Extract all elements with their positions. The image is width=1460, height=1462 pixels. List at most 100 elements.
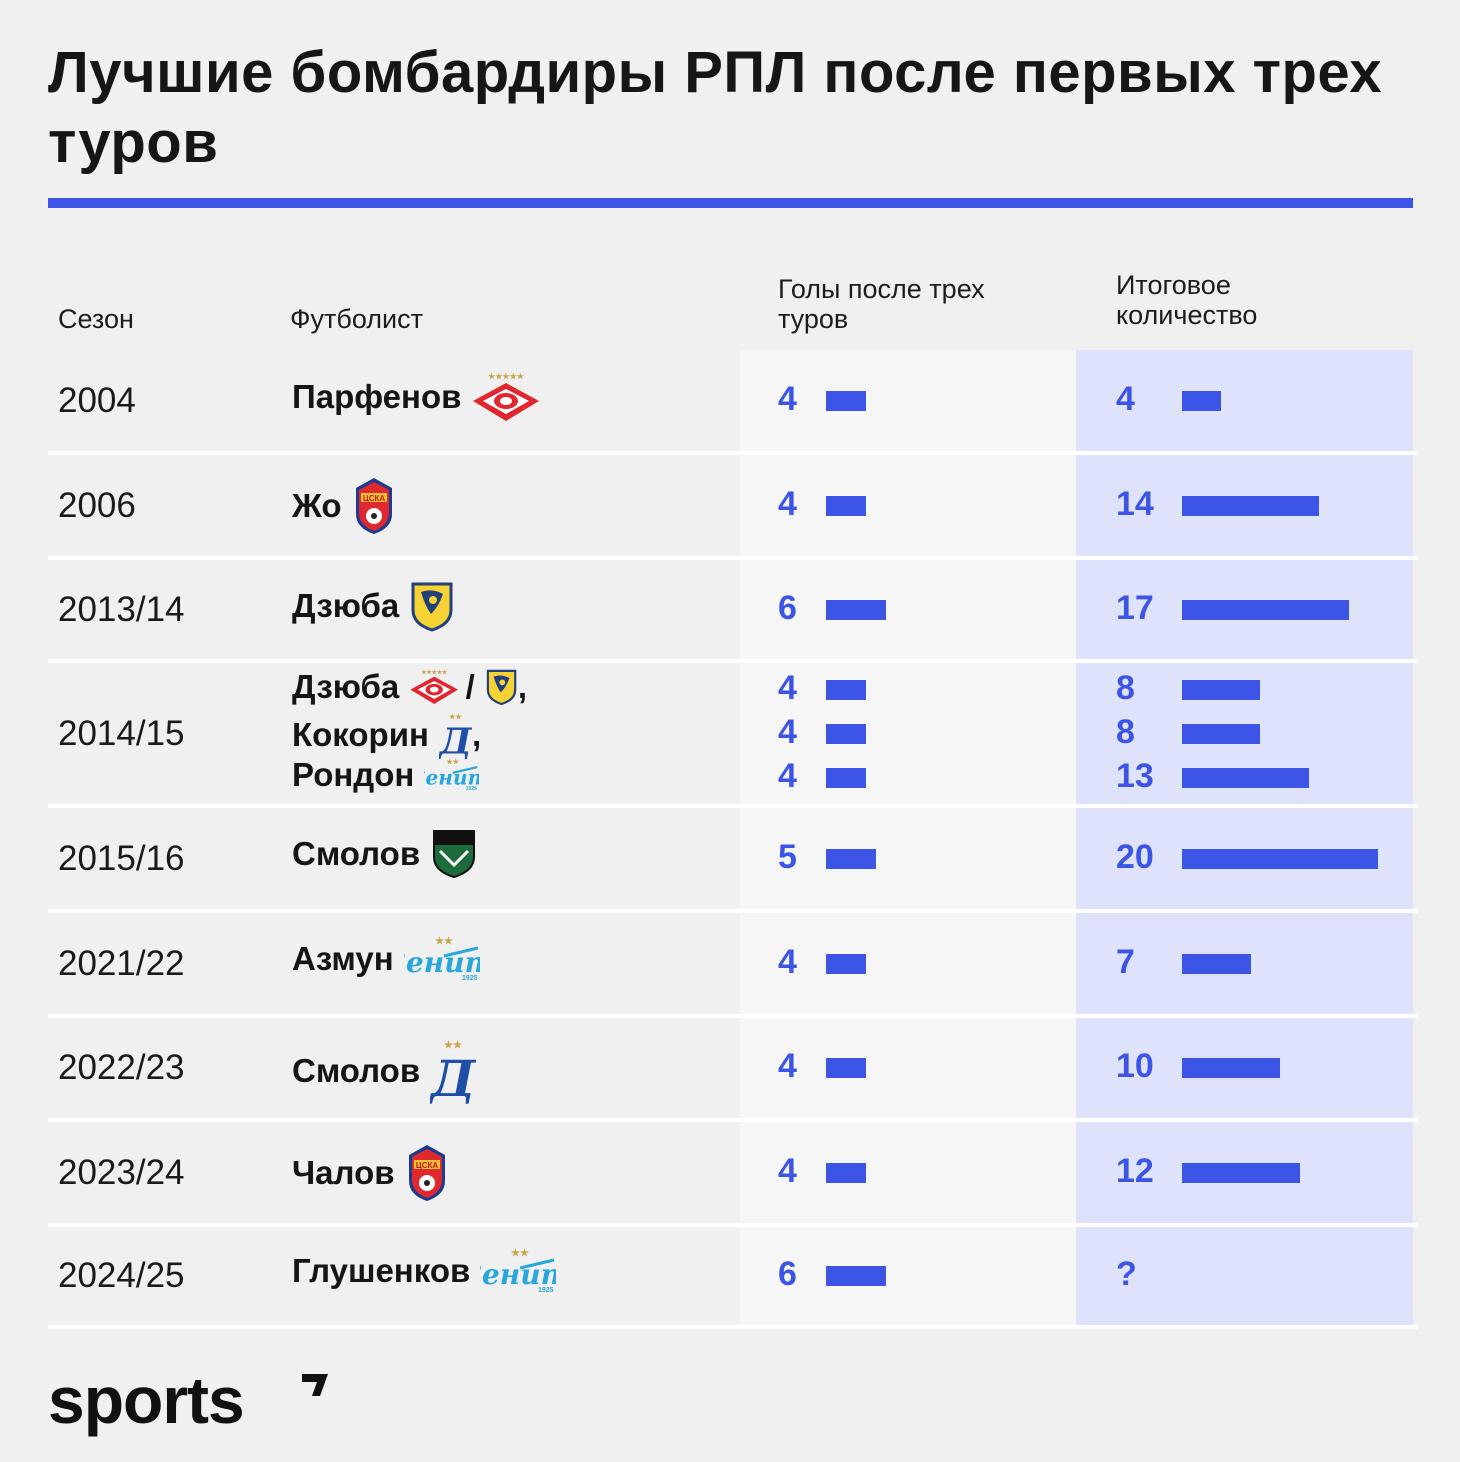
- final-bar: [1182, 1162, 1300, 1183]
- cska-logo: ЦСКА: [405, 1143, 449, 1203]
- goals3-bar: [826, 495, 866, 516]
- row-divider: [48, 1014, 1418, 1018]
- player-name-text: Смолов: [292, 1052, 421, 1089]
- svg-text:★★: ★★: [511, 1248, 529, 1259]
- row-divider: [48, 1223, 1418, 1227]
- player-name: Кокорин ★★ Д ,: [292, 712, 481, 759]
- header-season: Сезон: [58, 304, 134, 334]
- rostov-logo: [409, 580, 455, 632]
- svg-text:ЦСКА: ЦСКА: [362, 494, 385, 503]
- svg-text:1925: 1925: [466, 786, 477, 792]
- goals3-bar: [826, 723, 866, 744]
- final-value: 17: [1116, 588, 1154, 627]
- svg-text:Д: Д: [439, 720, 472, 759]
- goals3-bar: [826, 679, 866, 700]
- goals3-value: 4: [778, 484, 797, 523]
- player-name: Чалов ЦСКА: [292, 1143, 449, 1203]
- svg-text:ЦСКА: ЦСКА: [415, 1161, 438, 1170]
- goals3-value: 4: [778, 942, 797, 981]
- final-value: 13: [1116, 756, 1154, 795]
- brand-logo: sports: [48, 1363, 245, 1437]
- row-divider: [48, 804, 1418, 808]
- goals3-bar: [826, 953, 866, 974]
- header-player: Футболист: [290, 304, 423, 334]
- goals3-value: 5: [778, 837, 797, 876]
- row-divider: [48, 1325, 1418, 1329]
- svg-text:1925: 1925: [462, 975, 478, 982]
- player-name: Азмун ★★ Зенит 1925: [292, 934, 480, 984]
- final-bar: [1182, 390, 1222, 411]
- dynamo-logo: ★★ Д: [439, 712, 472, 759]
- player-name: Смолов ★★ Д: [292, 1038, 476, 1104]
- player-name-text: Рондон: [292, 755, 415, 793]
- header-goals3-line2: туров: [778, 304, 849, 334]
- player-name: Дзюба ★★★★★ / ,: [292, 668, 527, 706]
- svg-text:★★: ★★: [444, 1040, 462, 1051]
- player-name-text: Парфенов: [292, 377, 462, 415]
- player-name-text: Кокорин: [292, 716, 429, 754]
- goals3-bar: [826, 599, 886, 620]
- cska-logo: ЦСКА: [352, 476, 396, 536]
- player-name: Дзюба: [292, 580, 455, 632]
- final-bar: [1182, 953, 1251, 974]
- player-name-text: Дзюба: [292, 586, 400, 624]
- row-divider: [48, 909, 1418, 913]
- svg-text:★★: ★★: [448, 712, 462, 721]
- club-separator: /: [465, 667, 475, 705]
- header-goals3: Голы после трех туров: [778, 274, 985, 334]
- season-label: 2015/16: [58, 838, 185, 878]
- player-name: Парфенов ★★★★★: [292, 371, 541, 423]
- final-bar: [1182, 599, 1349, 620]
- title-divider: [48, 198, 1413, 208]
- header-final: Итоговое количество: [1116, 270, 1257, 330]
- goals3-value: 4: [778, 1047, 797, 1085]
- goals3-value: 6: [778, 588, 797, 627]
- season-label: 2013/14: [58, 589, 185, 629]
- svg-text:★★: ★★: [435, 936, 453, 947]
- season-label: 2006: [58, 485, 136, 525]
- goals3-bar: [826, 1058, 866, 1078]
- header-goals3-line1: Голы после трех: [778, 274, 985, 304]
- rostov-logo: [485, 668, 518, 705]
- final-bar: [1182, 723, 1261, 744]
- player-name-text: Чалов: [292, 1153, 395, 1191]
- goals3-bar: [826, 390, 866, 411]
- svg-text:★★★★★: ★★★★★: [422, 669, 449, 676]
- final-value: 14: [1116, 484, 1154, 523]
- final-value: 20: [1116, 837, 1154, 876]
- final-value: 12: [1116, 1151, 1154, 1190]
- goals3-column-bg: [740, 350, 1076, 1325]
- page-title: Лучшие бомбардиры РПЛ после первых трех …: [48, 40, 1383, 175]
- row-divider: [48, 556, 1418, 560]
- season-label: 2022/23: [58, 1048, 185, 1087]
- goals3-bar: [826, 767, 866, 788]
- season-label: 2023/24: [58, 1152, 185, 1192]
- goals3-value: 4: [778, 1151, 797, 1190]
- final-value: 8: [1116, 668, 1135, 707]
- player-name: Жо ЦСКА: [292, 476, 396, 536]
- goals3-value: 4: [778, 712, 797, 751]
- final-bar: [1182, 1058, 1280, 1078]
- goals3-value: 6: [778, 1255, 797, 1293]
- svg-text:1925: 1925: [538, 1287, 554, 1294]
- final-bar: [1182, 495, 1320, 516]
- player-name: Рондон ★★ Зенит 1925: [292, 756, 479, 794]
- header-final-line1: Итоговое: [1116, 270, 1231, 300]
- final-bar: [1182, 767, 1310, 788]
- final-bar: [1182, 679, 1261, 700]
- zenit-logo: ★★ Зенит 1925: [424, 757, 479, 793]
- zenit-logo: ★★ Зенит 1925: [480, 1246, 556, 1296]
- final-value: 10: [1116, 1047, 1154, 1085]
- spartak-logo: ★★★★★: [471, 371, 541, 423]
- brand-accent-icon: [302, 1374, 328, 1396]
- zenit-logo: ★★ Зенит 1925: [404, 934, 480, 984]
- final-bar: [1182, 848, 1378, 869]
- player-name-text: Азмун: [292, 939, 394, 977]
- goals3-bar: [826, 1266, 886, 1286]
- player-name-text: Жо: [292, 486, 342, 524]
- goals3-bar: [826, 1162, 866, 1183]
- season-label: 2004: [58, 380, 136, 420]
- list-comma: ,: [517, 667, 528, 705]
- row-divider: [48, 451, 1418, 455]
- final-value: 8: [1116, 712, 1135, 751]
